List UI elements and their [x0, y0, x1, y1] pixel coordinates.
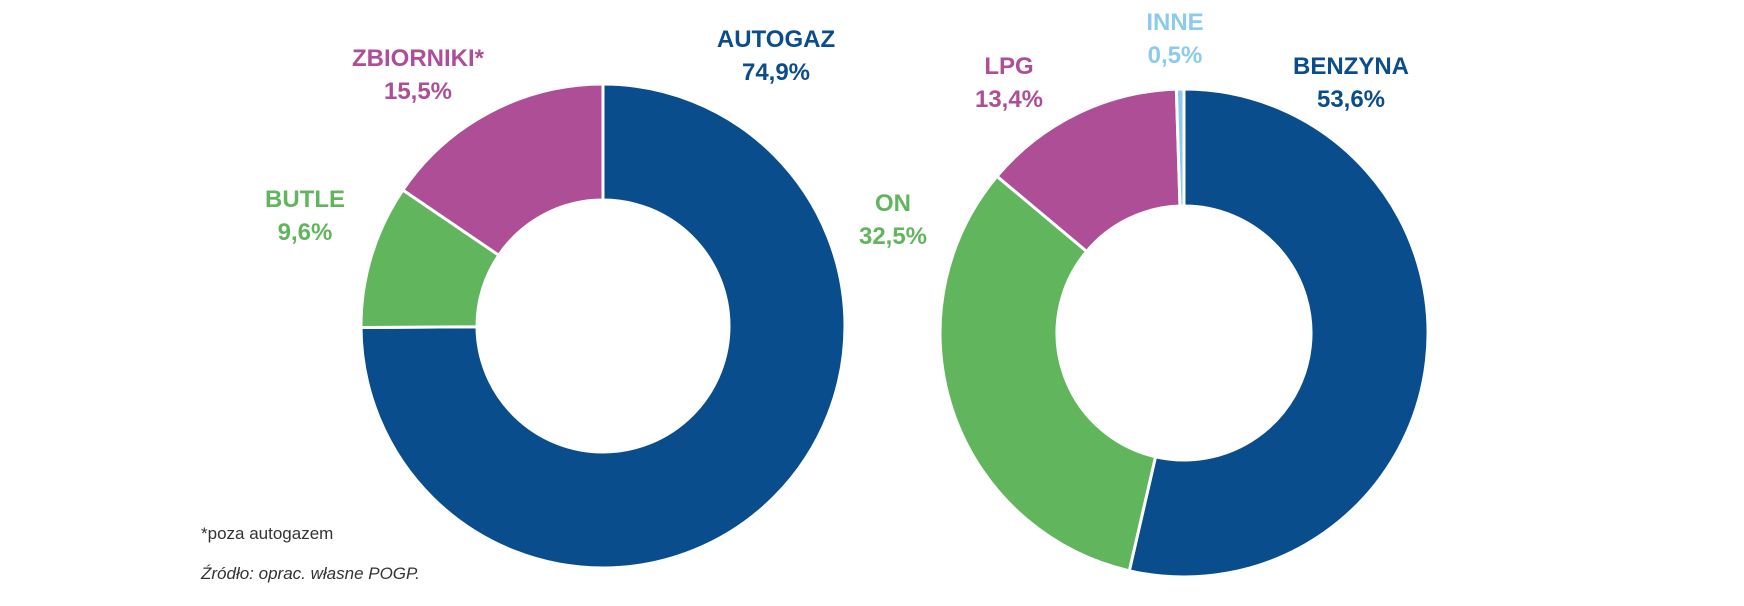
donut-chart-fuel-lpg-distribution: AUTOGAZ 74,9% BUTLE 9,6% ZBIORNIKI* 15,5%: [265, 26, 847, 570]
value-label-on: 32,5%: [859, 223, 927, 250]
value-label-lpg: 13,4%: [975, 86, 1043, 113]
slice-right-on: [938, 174, 1158, 573]
category-label-zbiorniki: ZBIORNIKI*: [352, 45, 485, 72]
category-label-lpg: LPG: [984, 53, 1033, 80]
category-label-benzyna: BENZYNA: [1293, 53, 1409, 80]
value-label-autogaz: 74,9%: [742, 59, 810, 86]
value-label-benzyna: 53,6%: [1317, 86, 1385, 113]
category-label-autogaz: AUTOGAZ: [717, 26, 835, 53]
value-label-butle: 9,6%: [278, 219, 333, 246]
footnote: *poza autogazem: [201, 524, 334, 543]
slice-left-zbiorniki: [400, 82, 605, 258]
category-label-inne: INNE: [1146, 9, 1203, 36]
value-label-zbiorniki: 15,5%: [384, 78, 452, 105]
value-label-inne: 0,5%: [1148, 42, 1203, 69]
source-note: Źródło: oprac. własne POGP.: [201, 564, 420, 583]
category-label-butle: BUTLE: [265, 186, 345, 213]
slice-right-benzyna: [1127, 87, 1430, 579]
slice-left-autogaz: [359, 82, 847, 570]
donut-chart-fuel-type-share: BENZYNA 53,6% ON 32,5% LPG 13,4% INNE 0,5%: [859, 9, 1430, 579]
slice-right-inne: [1174, 87, 1186, 208]
category-label-on: ON: [875, 190, 911, 217]
